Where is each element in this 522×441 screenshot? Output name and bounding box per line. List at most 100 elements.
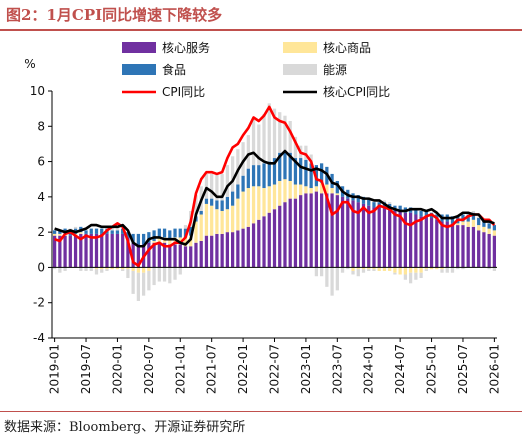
bar-core_services — [194, 242, 198, 268]
bar-core_goods — [492, 230, 497, 236]
bar-energy — [251, 117, 256, 166]
bar-core_goods — [330, 188, 334, 194]
bar-energy — [173, 267, 177, 280]
bar-food — [183, 228, 188, 238]
bar-food — [398, 205, 402, 211]
bar-core_goods — [257, 186, 261, 220]
bar-food — [361, 196, 366, 204]
bar-energy — [210, 173, 214, 199]
bar-core_goods — [335, 193, 339, 196]
bar-food — [210, 198, 214, 206]
bar-core_services — [52, 235, 57, 268]
bar-core_goods — [419, 267, 423, 273]
bar-food — [288, 152, 292, 181]
legend-label: 核心CPI同比 — [323, 85, 390, 99]
bar-energy — [246, 135, 250, 169]
bar-energy — [168, 267, 172, 284]
bar-core_services — [168, 244, 172, 268]
bar-food — [94, 228, 99, 234]
legend-swatch — [122, 42, 156, 53]
y-tick-label: -2 — [33, 296, 45, 310]
bar-energy — [461, 267, 465, 270]
bar-energy — [204, 173, 209, 199]
bar-food — [450, 216, 455, 224]
bar-energy — [414, 272, 418, 280]
bar-food — [246, 168, 250, 189]
bar-core_goods — [456, 223, 460, 226]
bar-core_services — [278, 205, 282, 268]
bar-core_services — [79, 233, 83, 268]
bar-energy — [73, 226, 78, 229]
bar-food — [372, 202, 376, 208]
bar-core_goods — [388, 267, 392, 271]
y-axis: -4 -2 0 2 4 6 8 10 — [30, 84, 52, 345]
bar-core_goods — [471, 219, 476, 227]
bar-energy — [309, 154, 313, 164]
bar-energy — [325, 267, 329, 287]
bar-energy — [136, 272, 141, 301]
bar-core_services — [351, 200, 355, 268]
bar-core_services — [367, 205, 371, 268]
bar-core_services — [215, 233, 219, 268]
chart-title: 图2：1月CPI同比增速下降较多 — [6, 6, 223, 24]
bar-energy — [456, 267, 460, 270]
bar-core_goods — [157, 237, 161, 243]
bar-core_services — [189, 246, 193, 268]
bar-energy — [147, 270, 151, 291]
bar-core_goods — [220, 210, 224, 234]
bar-core_goods — [403, 267, 408, 275]
bar-core_services — [429, 218, 434, 268]
bar-core_services — [435, 219, 439, 268]
x-tick-label: 2021-01 — [173, 344, 187, 394]
bar-food — [115, 230, 120, 234]
bar-energy — [225, 165, 230, 197]
legend-item-core_goods: 核心商品 — [283, 40, 371, 55]
bar-food — [278, 152, 282, 181]
bar-core_services — [115, 233, 120, 268]
bar-food — [100, 228, 104, 234]
bar-core_goods — [482, 226, 486, 233]
line-cpi — [54, 105, 496, 267]
legend-item-cpi: CPI同比 — [122, 85, 205, 99]
bar-food — [424, 210, 428, 217]
bar-core_services — [461, 225, 465, 268]
bar-food — [461, 214, 465, 222]
line-core_cpi — [54, 149, 495, 248]
bar-core_goods — [204, 203, 209, 236]
bar-core_services — [456, 225, 460, 268]
bar-energy — [419, 272, 423, 279]
bar-core_services — [471, 226, 476, 268]
bar-food — [52, 230, 57, 234]
bar-core_goods — [272, 184, 277, 210]
y-tick-label: 6 — [37, 155, 45, 169]
bar-energy — [94, 269, 99, 275]
bar-core_goods — [100, 267, 104, 270]
bar-food — [492, 225, 497, 231]
bar-core_goods — [393, 267, 397, 273]
bar-core_goods — [199, 214, 203, 241]
bar-core_services — [157, 242, 161, 268]
bar-food — [157, 228, 161, 238]
bar-food — [173, 228, 177, 238]
bar-core_services — [126, 237, 130, 268]
bar-core_goods — [325, 184, 329, 194]
bar-core_services — [299, 195, 303, 268]
bar-core_services — [236, 230, 240, 268]
bar-energy — [131, 270, 135, 294]
x-tick-label: 2019-07 — [79, 344, 93, 394]
bar-energy — [141, 272, 146, 296]
bar-core_services — [131, 242, 135, 268]
bar-energy — [351, 270, 355, 275]
bar-energy — [178, 267, 182, 275]
bar-core_goods — [236, 198, 240, 231]
legend-item-core_cpi: 核心CPI同比 — [283, 85, 390, 99]
legend-label: CPI同比 — [162, 85, 205, 99]
bar-energy — [126, 269, 130, 279]
bar-food — [204, 198, 209, 204]
bar-core_services — [84, 233, 88, 268]
bar-energy — [372, 269, 376, 271]
bar-core_services — [267, 212, 271, 268]
bar-energy — [388, 202, 392, 204]
bar-core_goods — [461, 221, 465, 226]
bar-energy — [440, 269, 444, 273]
